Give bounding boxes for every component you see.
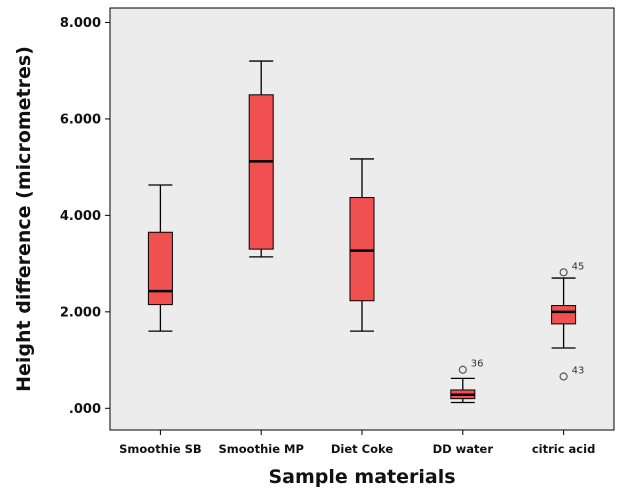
y-tick-label: 8.000 — [60, 16, 101, 31]
x-tick-label: DD water — [433, 442, 494, 456]
box-1 — [147, 184, 173, 332]
x-tick-label: Smoothie MP — [219, 442, 304, 456]
outlier-label: 36 — [471, 359, 484, 370]
outlier-label: 45 — [572, 261, 585, 272]
iqr-box — [147, 231, 173, 306]
y-tick-label: 6.000 — [60, 112, 101, 127]
outlier-label: 43 — [572, 365, 585, 376]
outlier-point — [458, 365, 467, 374]
y-tick-label: 2.000 — [60, 305, 101, 320]
iqr-box — [349, 197, 375, 302]
box-4: 36 — [450, 359, 484, 404]
x-axis: Smoothie SB Smoothie MP Diet Coke DD water c… — [119, 430, 595, 456]
box-3 — [349, 158, 375, 332]
box-2 — [248, 60, 274, 258]
outlier-point — [559, 268, 568, 277]
x-tick-label: citric acid — [532, 442, 595, 456]
boxes: 36 45 43 — [147, 60, 585, 404]
x-tick-label: Smoothie SB — [119, 442, 202, 456]
iqr-box — [551, 305, 577, 325]
x-tick-label: Diet Coke — [331, 442, 393, 456]
y-axis: .000 2.000 4.000 6.000 8.000 — [60, 16, 110, 417]
y-tick-label: .000 — [69, 402, 101, 417]
iqr-box — [248, 94, 274, 250]
y-tick-label: 4.000 — [60, 209, 101, 224]
outlier-point — [559, 372, 568, 381]
y-axis-title: Height difference (micrometres) — [13, 46, 35, 392]
x-axis-title: Sample materials — [268, 466, 455, 488]
box-5: 45 43 — [551, 261, 585, 381]
